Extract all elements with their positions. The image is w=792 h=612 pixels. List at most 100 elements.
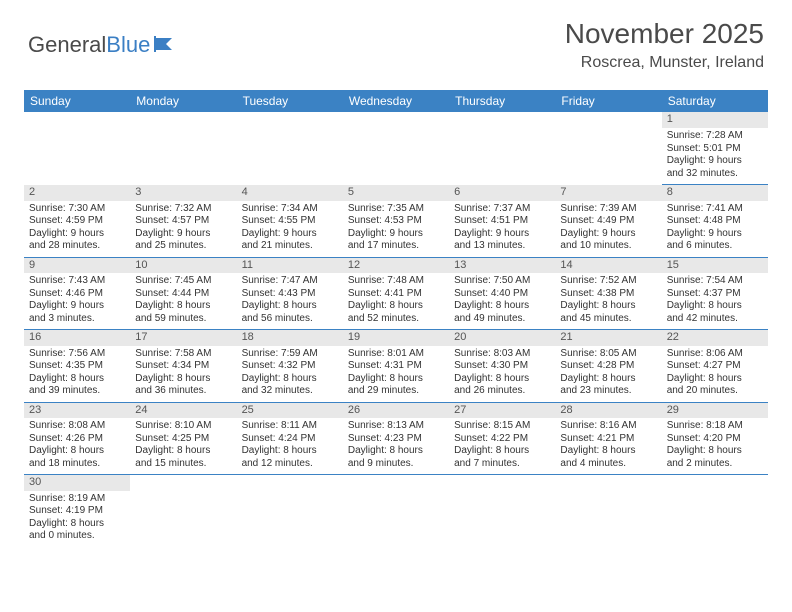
calendar-body: 1 Sunrise: 7:28 AMSunset: 5:01 PMDayligh…	[24, 112, 768, 547]
cell-line: and 32 minutes.	[667, 168, 763, 181]
cell-line: Daylight: 8 hours	[29, 373, 125, 386]
cell-line: and 36 minutes.	[135, 385, 231, 398]
day-number-cell: 23	[24, 402, 130, 418]
daynum-row: 1	[24, 112, 768, 128]
month-title: November 2025	[565, 18, 764, 50]
day-content-cell: Sunrise: 7:58 AMSunset: 4:34 PMDaylight:…	[130, 346, 236, 403]
day-number-cell: 25	[237, 402, 343, 418]
cell-line: Sunrise: 7:37 AM	[454, 203, 550, 216]
day-number-cell: 19	[343, 330, 449, 346]
cell-line: Daylight: 9 hours	[29, 228, 125, 241]
day-content-cell	[555, 128, 661, 185]
cell-line: Daylight: 8 hours	[242, 445, 338, 458]
day-content-cell: Sunrise: 8:03 AMSunset: 4:30 PMDaylight:…	[449, 346, 555, 403]
daynum-row: 16171819202122	[24, 330, 768, 346]
cell-line: Sunset: 4:53 PM	[348, 215, 444, 228]
cell-line: Sunset: 4:49 PM	[560, 215, 656, 228]
day-number-cell: 28	[555, 402, 661, 418]
cell-line: Sunset: 4:41 PM	[348, 288, 444, 301]
cell-line: Sunrise: 8:19 AM	[29, 493, 125, 506]
cell-line: Daylight: 8 hours	[348, 300, 444, 313]
day-number-cell: 11	[237, 257, 343, 273]
cell-line: Sunset: 4:48 PM	[667, 215, 763, 228]
weekday-header: Tuesday	[237, 90, 343, 112]
day-number-cell: 22	[662, 330, 768, 346]
day-content-cell: Sunrise: 8:13 AMSunset: 4:23 PMDaylight:…	[343, 418, 449, 475]
weekday-header: Wednesday	[343, 90, 449, 112]
weekday-header: Saturday	[662, 90, 768, 112]
cell-line: and 6 minutes.	[667, 240, 763, 253]
cell-line: Sunset: 4:38 PM	[560, 288, 656, 301]
day-number-cell: 4	[237, 185, 343, 201]
cell-line: and 49 minutes.	[454, 313, 550, 326]
cell-line: Sunrise: 8:03 AM	[454, 348, 550, 361]
day-content-cell: Sunrise: 7:37 AMSunset: 4:51 PMDaylight:…	[449, 201, 555, 258]
cell-line: Daylight: 9 hours	[454, 228, 550, 241]
cell-line: Sunrise: 8:08 AM	[29, 420, 125, 433]
cell-line: Daylight: 9 hours	[667, 155, 763, 168]
day-number-cell: 6	[449, 185, 555, 201]
day-content-cell: Sunrise: 7:30 AMSunset: 4:59 PMDaylight:…	[24, 201, 130, 258]
cell-line: and 23 minutes.	[560, 385, 656, 398]
cell-line: Sunset: 4:24 PM	[242, 433, 338, 446]
content-row: Sunrise: 8:08 AMSunset: 4:26 PMDaylight:…	[24, 418, 768, 475]
day-content-cell: Sunrise: 7:48 AMSunset: 4:41 PMDaylight:…	[343, 273, 449, 330]
day-number-cell: 10	[130, 257, 236, 273]
cell-line: Sunrise: 7:35 AM	[348, 203, 444, 216]
cell-line: Daylight: 8 hours	[135, 445, 231, 458]
day-number-cell	[130, 112, 236, 128]
cell-line: Sunrise: 7:28 AM	[667, 130, 763, 143]
day-content-cell: Sunrise: 8:18 AMSunset: 4:20 PMDaylight:…	[662, 418, 768, 475]
cell-line: Daylight: 8 hours	[135, 373, 231, 386]
day-content-cell: Sunrise: 7:43 AMSunset: 4:46 PMDaylight:…	[24, 273, 130, 330]
cell-line: and 7 minutes.	[454, 458, 550, 471]
cell-line: Daylight: 8 hours	[667, 300, 763, 313]
day-number-cell: 16	[24, 330, 130, 346]
cell-line: Daylight: 8 hours	[135, 300, 231, 313]
day-number-cell: 26	[343, 402, 449, 418]
cell-line: Sunrise: 7:41 AM	[667, 203, 763, 216]
day-content-cell: Sunrise: 7:54 AMSunset: 4:37 PMDaylight:…	[662, 273, 768, 330]
logo-text-1: General	[28, 32, 106, 58]
cell-line: Sunrise: 8:18 AM	[667, 420, 763, 433]
logo: GeneralBlue	[28, 32, 176, 58]
cell-line: and 15 minutes.	[135, 458, 231, 471]
logo-text-2: Blue	[106, 32, 150, 58]
cell-line: Daylight: 9 hours	[667, 228, 763, 241]
cell-line: Sunrise: 7:50 AM	[454, 275, 550, 288]
weekday-header: Friday	[555, 90, 661, 112]
cell-line: Sunset: 4:23 PM	[348, 433, 444, 446]
calendar-table: SundayMondayTuesdayWednesdayThursdayFrid…	[24, 90, 768, 547]
cell-line: Sunrise: 7:45 AM	[135, 275, 231, 288]
cell-line: Daylight: 8 hours	[560, 445, 656, 458]
day-number-cell: 1	[662, 112, 768, 128]
day-content-cell: Sunrise: 7:47 AMSunset: 4:43 PMDaylight:…	[237, 273, 343, 330]
day-content-cell	[24, 128, 130, 185]
cell-line: Sunset: 4:21 PM	[560, 433, 656, 446]
cell-line: Sunset: 4:55 PM	[242, 215, 338, 228]
day-number-cell: 12	[343, 257, 449, 273]
day-number-cell: 18	[237, 330, 343, 346]
cell-line: Sunset: 4:32 PM	[242, 360, 338, 373]
daynum-row: 2345678	[24, 185, 768, 201]
day-content-cell	[343, 491, 449, 547]
cell-line: and 32 minutes.	[242, 385, 338, 398]
cell-line: Sunrise: 7:58 AM	[135, 348, 231, 361]
cell-line: and 13 minutes.	[454, 240, 550, 253]
cell-line: Daylight: 8 hours	[667, 373, 763, 386]
day-number-cell: 3	[130, 185, 236, 201]
cell-line: and 45 minutes.	[560, 313, 656, 326]
cell-line: and 26 minutes.	[454, 385, 550, 398]
day-content-cell	[343, 128, 449, 185]
day-content-cell: Sunrise: 7:28 AMSunset: 5:01 PMDaylight:…	[662, 128, 768, 185]
cell-line: Daylight: 8 hours	[29, 445, 125, 458]
cell-line: and 20 minutes.	[667, 385, 763, 398]
day-number-cell: 29	[662, 402, 768, 418]
cell-line: Sunrise: 8:10 AM	[135, 420, 231, 433]
day-number-cell: 21	[555, 330, 661, 346]
day-content-cell	[555, 491, 661, 547]
daynum-row: 9101112131415	[24, 257, 768, 273]
cell-line: Daylight: 8 hours	[667, 445, 763, 458]
cell-line: Sunrise: 8:11 AM	[242, 420, 338, 433]
day-number-cell: 15	[662, 257, 768, 273]
